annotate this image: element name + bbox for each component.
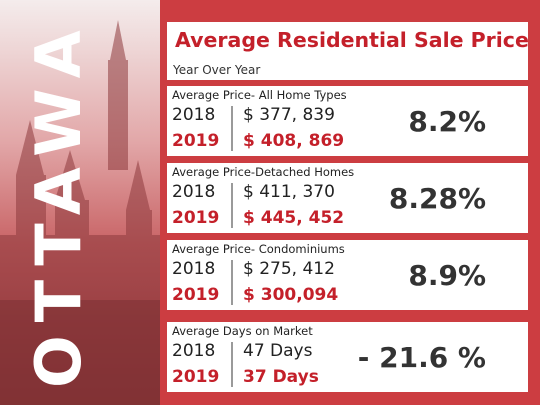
header-card: Average Residential Sale Price Year Over… (167, 22, 529, 80)
year-2019: 2019 (172, 208, 220, 228)
year-2018: 2018 (172, 182, 216, 202)
divider (231, 260, 233, 305)
stat-card-days-on-market: Average Days on Market 2018 2019 47 Days… (167, 322, 528, 392)
divider (231, 183, 233, 228)
percent-change: - 21.6 % (357, 341, 486, 374)
year-2018: 2018 (172, 105, 216, 125)
year-2018: 2018 (172, 259, 216, 279)
year-2018: 2018 (172, 341, 216, 361)
percent-change: 8.2% (408, 105, 486, 138)
value-2018: $ 411, 370 (243, 182, 335, 202)
city-name: OTTAWA (22, 17, 95, 388)
divider (231, 342, 233, 387)
parliament-silhouette (0, 20, 160, 405)
year-2019: 2019 (172, 367, 220, 387)
value-2019: $ 408, 869 (243, 131, 345, 151)
percent-change: 8.28% (388, 182, 486, 215)
value-2019: $ 300,094 (243, 285, 339, 305)
card-label: Average Price-Detached Homes (172, 165, 355, 179)
divider (231, 106, 233, 151)
card-label: Average Price- Condominiums (172, 242, 345, 256)
value-2019: $ 445, 452 (243, 208, 345, 228)
year-2019: 2019 (172, 131, 220, 151)
parliament-photo: OTTAWA (0, 0, 160, 405)
percent-change: 8.9% (408, 259, 486, 292)
stat-card-condominiums: Average Price- Condominiums 2018 2019 $ … (167, 240, 528, 310)
stat-card-detached-homes: Average Price-Detached Homes 2018 2019 $… (167, 163, 528, 233)
page-title: Average Residential Sale Price (175, 28, 529, 52)
card-label: Average Price- All Home Types (172, 88, 347, 102)
value-2018: 47 Days (243, 341, 313, 361)
value-2019: 37 Days (243, 367, 319, 387)
card-label: Average Days on Market (172, 324, 313, 338)
stat-card-all-home-types: Average Price- All Home Types 2018 2019 … (167, 86, 528, 156)
value-2018: $ 275, 412 (243, 259, 335, 279)
value-2018: $ 377, 839 (243, 105, 335, 125)
year-2019: 2019 (172, 285, 220, 305)
page-subtitle: Year Over Year (173, 63, 261, 77)
